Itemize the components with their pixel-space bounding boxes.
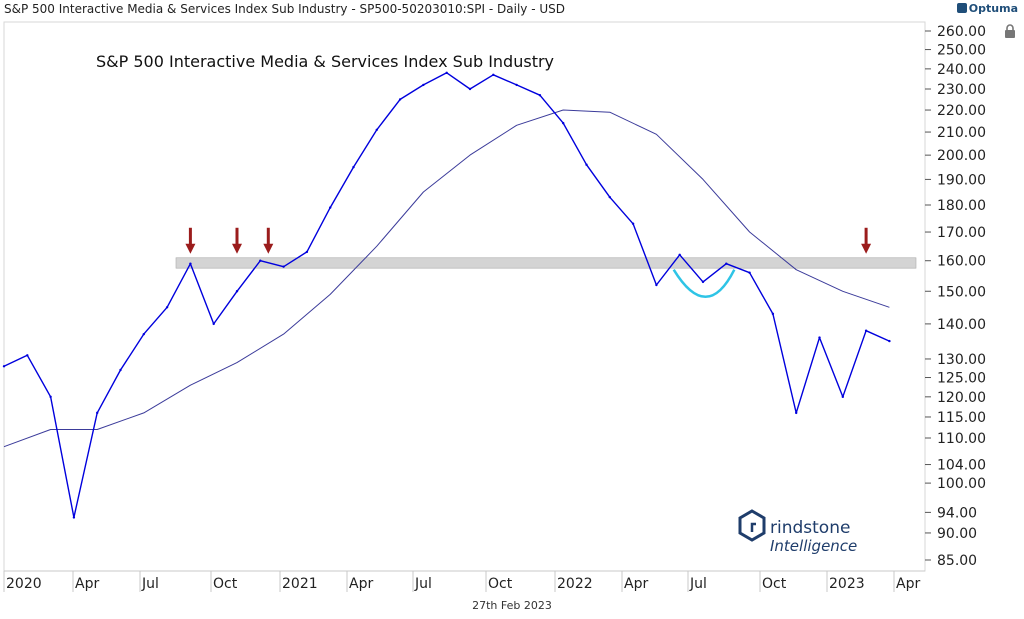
chart-title: S&P 500 Interactive Media & Services Ind… [96,52,554,71]
x-tick-label: 2020 [6,576,42,592]
price-point [631,222,635,225]
price-point [165,306,169,309]
price-point [515,83,518,87]
y-tick-label: 125.00 [937,371,986,387]
watermark-line2: Intelligence [770,537,857,555]
price-point [375,128,378,132]
price-point [259,259,262,262]
y-tick-label: 150.00 [937,284,986,300]
y-tick-label: 90.00 [937,526,977,542]
x-tick-label: Apr [349,576,373,592]
grindstone-logo: rindstone Intelligence [738,509,857,555]
down-arrow-icon [263,227,274,254]
y-tick-label: 180.00 [937,198,986,214]
y-tick-label: 115.00 [937,410,986,426]
y-tick-label: 110.00 [937,431,986,447]
x-tick-label: Jul [414,576,432,592]
price-line [3,72,890,519]
optuma-brand: Optuma [956,2,1018,15]
price-point [841,395,844,399]
price-point [2,365,6,368]
price-point [748,271,751,274]
price-point [305,250,309,254]
y-tick-label: 104.00 [937,458,986,474]
chart-date-footer: 27th Feb 2023 [472,599,552,612]
y-tick-label: 260.00 [937,24,986,40]
price-point [26,354,29,357]
x-tick-label: 2023 [829,576,865,592]
optuma-logo-icon [956,3,967,13]
x-tick-label: 2022 [557,576,593,592]
price-point [888,339,891,343]
price-point [445,71,448,75]
price-point [329,206,332,209]
price-point [119,368,122,372]
price-point [562,121,565,125]
y-tick-label: 200.00 [937,148,986,164]
price-point [725,262,728,265]
x-tick-label: Apr [896,576,920,592]
y-tick-label: 220.00 [937,103,986,119]
price-point [422,83,425,87]
price-point [585,163,588,166]
chart-header: S&P 500 Interactive Media & Services Ind… [4,2,565,16]
y-tick-label: 100.00 [937,476,986,492]
resistance-band [175,257,917,269]
price-point [608,195,611,199]
x-tick-label: 2021 [282,576,318,592]
watermark-line1: rindstone [770,518,850,538]
down-arrow-icon [232,227,242,254]
y-tick-label: 120.00 [937,390,986,406]
price-point [282,265,285,268]
x-tick-label: Jul [689,576,707,592]
price-point [678,253,681,257]
y-tick-label: 140.00 [937,317,986,333]
price-point [864,329,868,332]
price-point [701,280,705,284]
x-tick-label: Apr [75,576,99,592]
y-tick-label: 130.00 [937,352,986,368]
price-point [795,411,798,415]
down-arrow-icon [861,227,872,254]
x-tick-label: Jul [141,576,159,592]
price-point [189,262,192,265]
x-tick-label: Oct [762,576,787,592]
grindstone-hex-icon [738,509,766,542]
price-point [235,290,239,293]
y-tick-label: 230.00 [937,82,986,98]
y-tick-label: 210.00 [937,125,986,141]
moving-average-line [3,109,890,448]
price-point [655,283,658,287]
lock-icon[interactable] [1004,24,1016,38]
price-point [72,516,76,519]
price-point [398,98,402,101]
x-tick-label: Apr [624,576,648,592]
price-point [538,94,542,97]
y-tick-label: 170.00 [937,225,986,241]
price-point [212,322,215,326]
price-point [818,336,821,339]
y-tick-label: 85.00 [937,553,977,569]
price-point [468,87,472,91]
y-tick-label: 160.00 [937,254,986,270]
y-tick-label: 240.00 [937,62,986,78]
price-point [352,165,355,169]
price-point [492,73,495,77]
price-point [49,395,52,399]
y-tick-label: 250.00 [937,43,986,59]
price-point [771,312,775,316]
cup-pattern-arc [672,269,736,298]
price-point [96,411,99,415]
x-tick-label: Oct [488,576,513,592]
y-tick-label: 190.00 [937,172,986,188]
price-point [142,332,145,336]
y-tick-label: 94.00 [937,505,977,521]
down-arrow-icon [185,227,196,254]
x-tick-label: Oct [213,576,238,592]
brand-label: Optuma [968,2,1018,15]
